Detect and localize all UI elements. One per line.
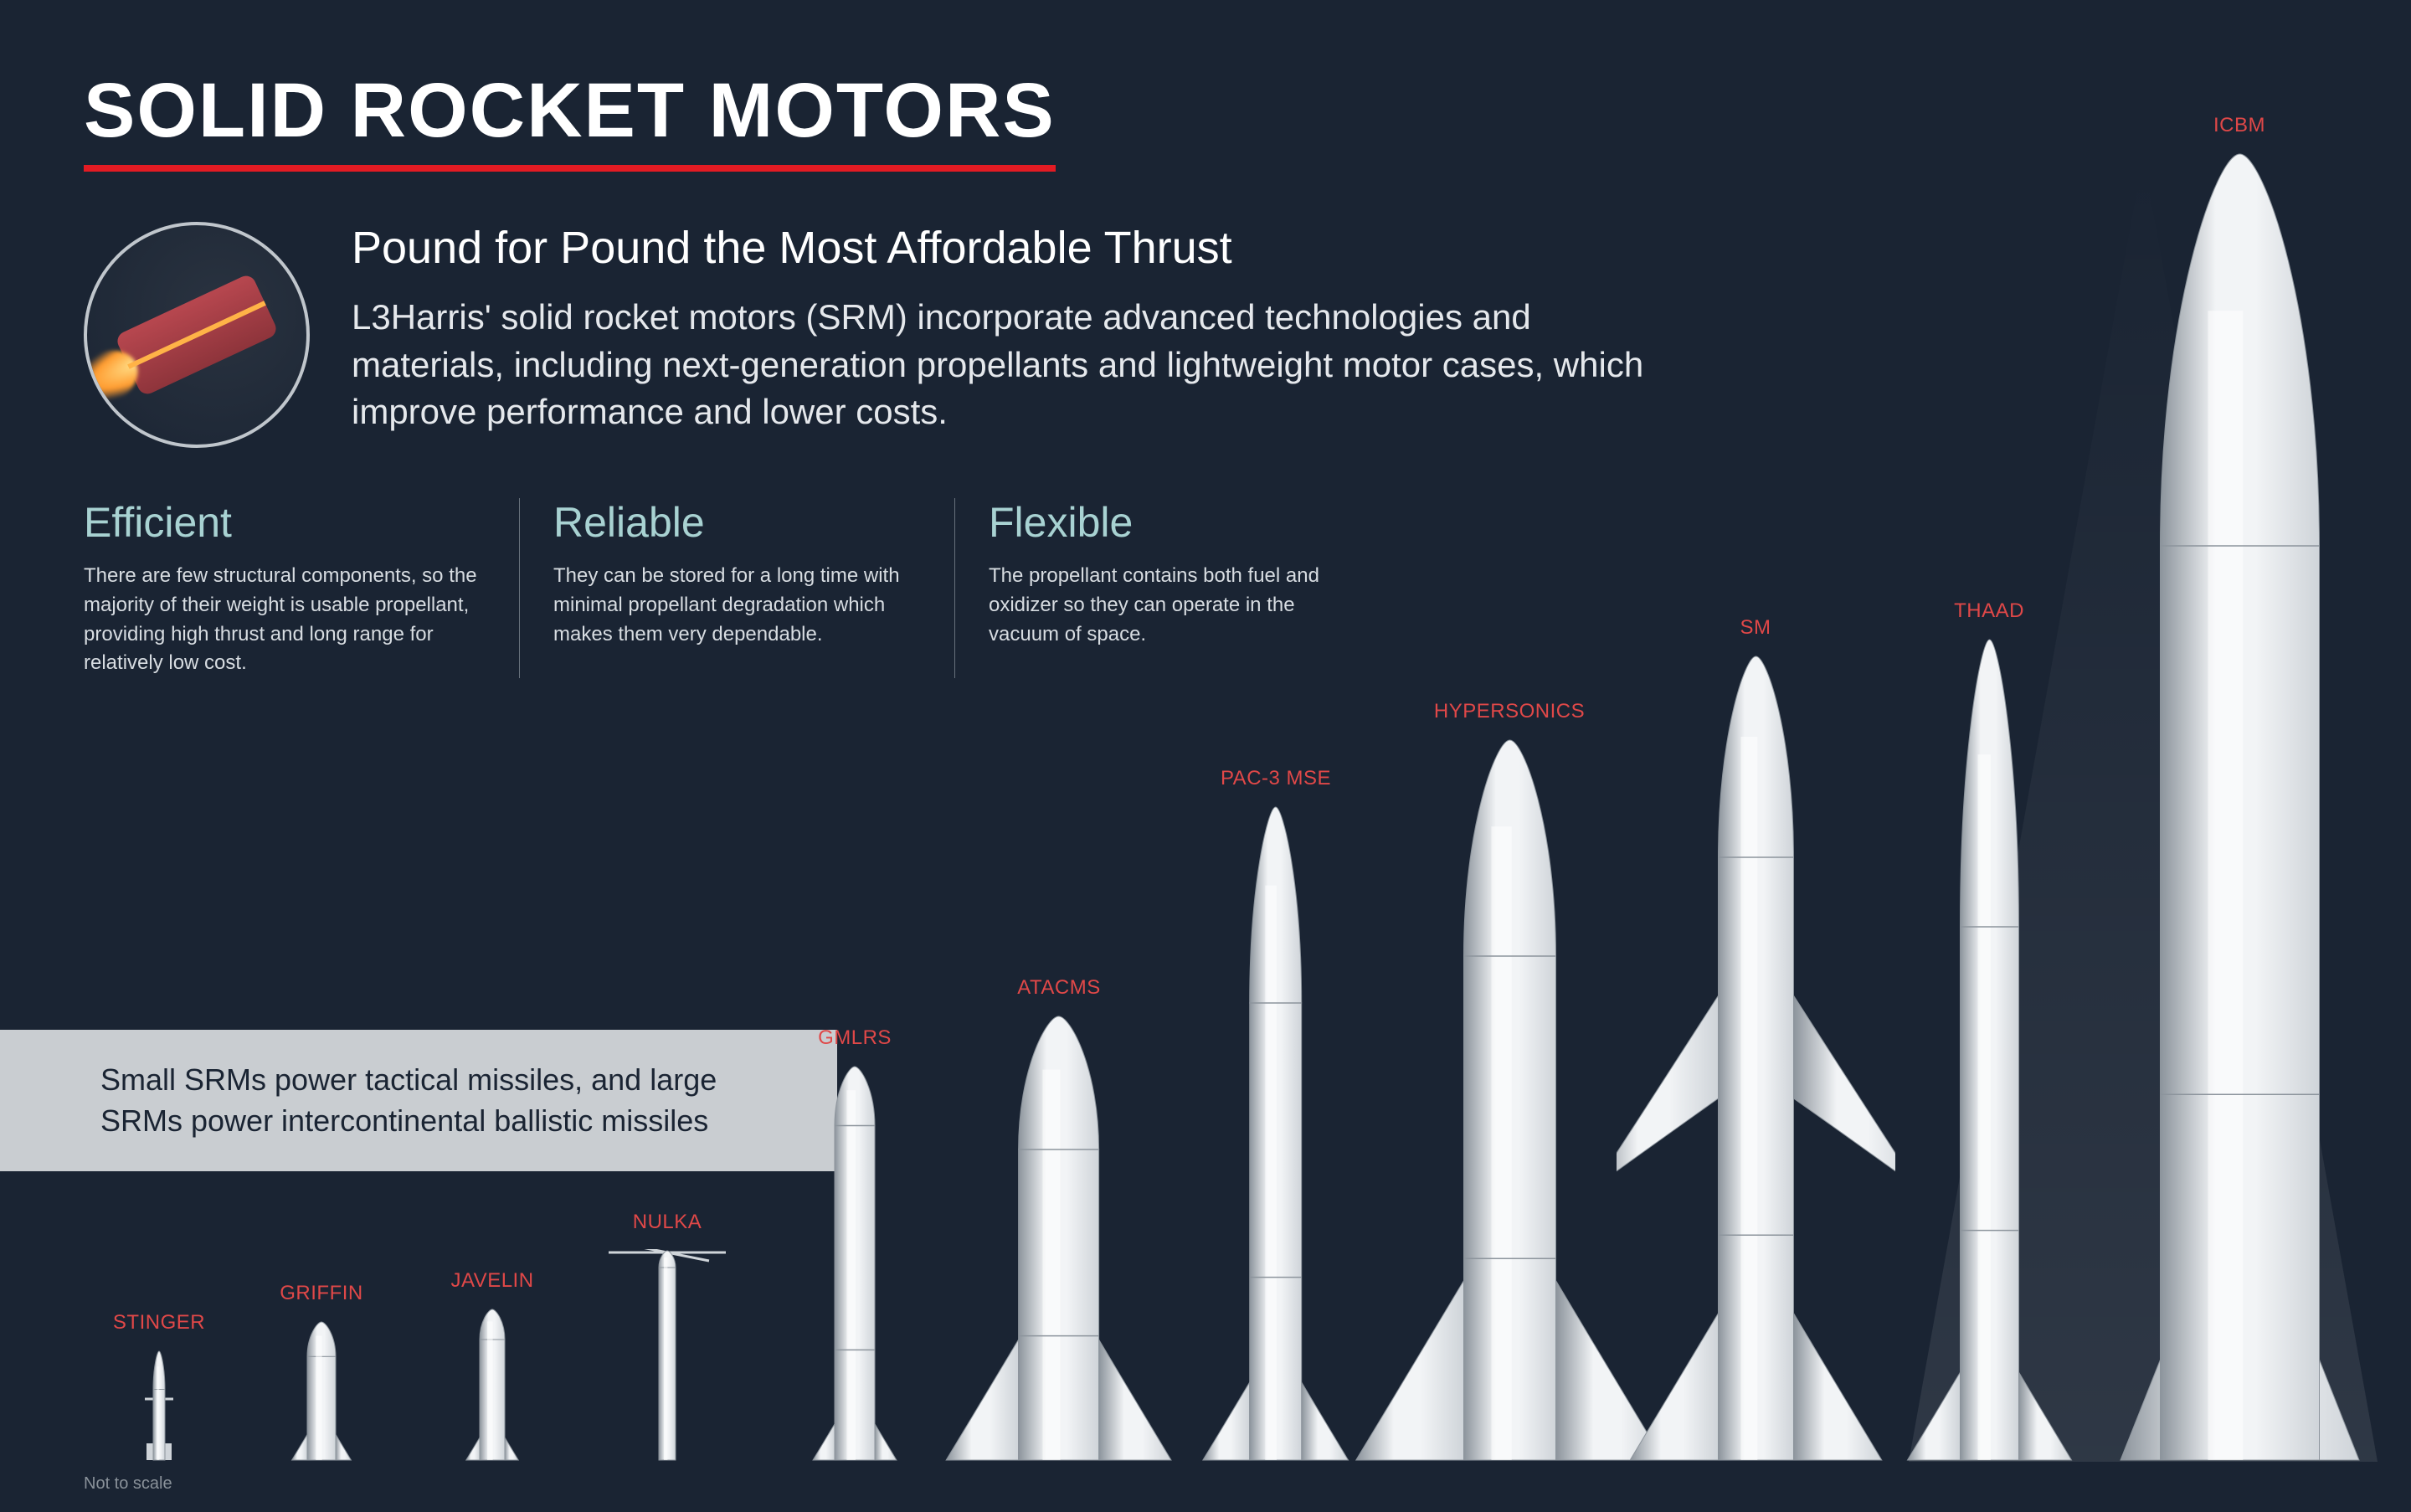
rocket-svg [592, 1249, 743, 1462]
missile-javelin: JAVELIN [409, 1269, 576, 1462]
missile-label: ICBM [2213, 114, 2265, 137]
missile-label: JAVELIN [450, 1269, 533, 1293]
missile-atacms: ATACMS [954, 976, 1164, 1462]
missile-label: STINGER [113, 1311, 205, 1335]
rocket-svg [413, 1308, 572, 1462]
missiles-row: STINGER GRIFFIN JAVELIN [84, 114, 2378, 1462]
missile-label: GMLRS [818, 1026, 892, 1050]
missile-hypersonics: HYPERSONICS [1388, 700, 1631, 1462]
missile-label: NULKA [633, 1211, 702, 1234]
rocket-svg [1617, 655, 1895, 1462]
missile-icbm: ICBM [2101, 114, 2378, 1462]
missile-stinger: STINGER [84, 1311, 234, 1462]
missile-label: PAC-3 MSE [1221, 767, 1331, 790]
rocket-svg [1946, 152, 2411, 1462]
rocket-svg [910, 1015, 1207, 1462]
missile-label: ATACMS [1017, 976, 1100, 1000]
missile-sm: SM [1634, 616, 1877, 1462]
rocket-svg [240, 1320, 403, 1462]
missile-griffin: GRIFFIN [238, 1282, 405, 1462]
missile-label: SM [1740, 616, 1771, 640]
missile-nulka: NULKA [579, 1211, 755, 1462]
not-to-scale-label: Not to scale [84, 1474, 172, 1494]
missile-label: GRIFFIN [280, 1282, 363, 1305]
rocket-svg [86, 1350, 232, 1462]
missile-label: HYPERSONICS [1434, 700, 1585, 723]
